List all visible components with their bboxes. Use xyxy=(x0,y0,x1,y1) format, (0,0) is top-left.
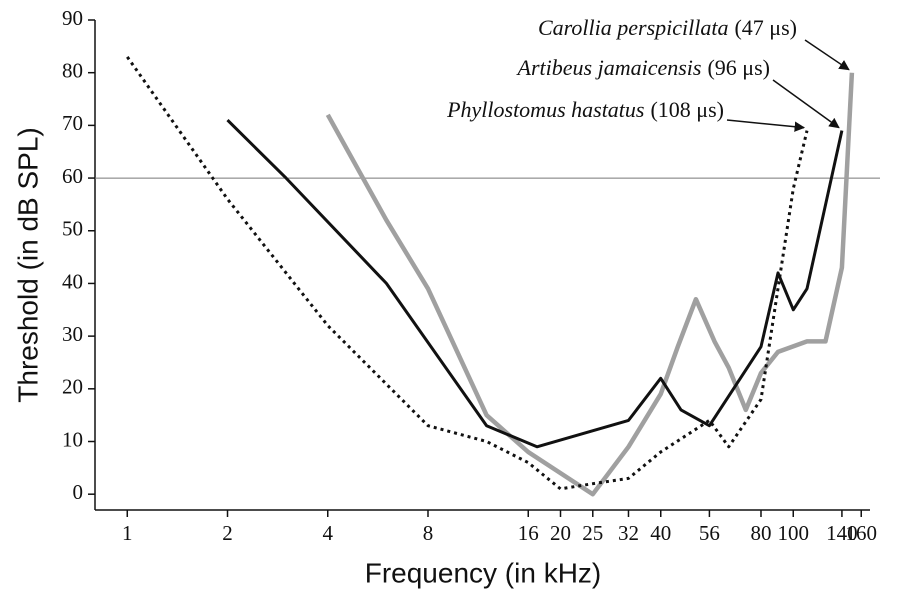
x-tick-label: 32 xyxy=(618,521,639,545)
x-tick-label: 80 xyxy=(750,521,771,545)
y-tick-label: 70 xyxy=(62,111,83,135)
y-tick-label: 30 xyxy=(62,322,83,346)
series-label: Carollia perspicillata (47 μs) xyxy=(538,15,797,40)
x-tick-label: 8 xyxy=(423,521,434,545)
series-note: (96 μs) xyxy=(707,55,770,80)
y-tick-label: 60 xyxy=(62,164,83,188)
series-name: Artibeus jamaicensis xyxy=(516,55,702,80)
y-tick-label: 0 xyxy=(73,480,84,504)
x-tick-label: 100 xyxy=(778,521,810,545)
y-axis-label: Threshold (in dB SPL) xyxy=(12,127,43,402)
y-tick-label: 80 xyxy=(62,59,83,83)
y-tick-label: 10 xyxy=(62,427,83,451)
x-tick-label: 4 xyxy=(323,521,334,545)
y-tick-label: 90 xyxy=(62,6,83,30)
x-tick-label: 56 xyxy=(699,521,720,545)
x-tick-label: 16 xyxy=(518,521,539,545)
series-label: Phyllostomus hastatus (108 μs) xyxy=(446,97,724,122)
y-tick-label: 50 xyxy=(62,217,83,241)
series-line xyxy=(126,56,809,491)
annotation-arrow xyxy=(726,119,806,132)
series-name: Phyllostomus hastatus xyxy=(446,97,644,122)
x-tick-label: 1 xyxy=(122,521,133,545)
series-line xyxy=(325,72,855,497)
series-note: (108 μs) xyxy=(650,97,724,122)
series-name: Carollia perspicillata xyxy=(538,15,728,40)
y-tick-label: 40 xyxy=(62,269,83,293)
annotation-arrow xyxy=(804,39,850,71)
y-tick-label: 20 xyxy=(62,375,83,399)
x-tick-label: 40 xyxy=(650,521,671,545)
x-tick-label: 2 xyxy=(222,521,233,545)
series-label: Artibeus jamaicensis (96 μs) xyxy=(516,55,770,80)
x-axis-label: Frequency (in kHz) xyxy=(365,557,602,588)
series-note: (47 μs) xyxy=(734,15,797,40)
x-tick-label: 140 xyxy=(826,521,858,545)
series-line xyxy=(226,119,844,449)
x-tick-label: 20 xyxy=(550,521,571,545)
x-tick-label: 160 xyxy=(845,521,877,545)
x-tick-label: 25 xyxy=(582,521,603,545)
annotation-arrow xyxy=(772,79,840,129)
